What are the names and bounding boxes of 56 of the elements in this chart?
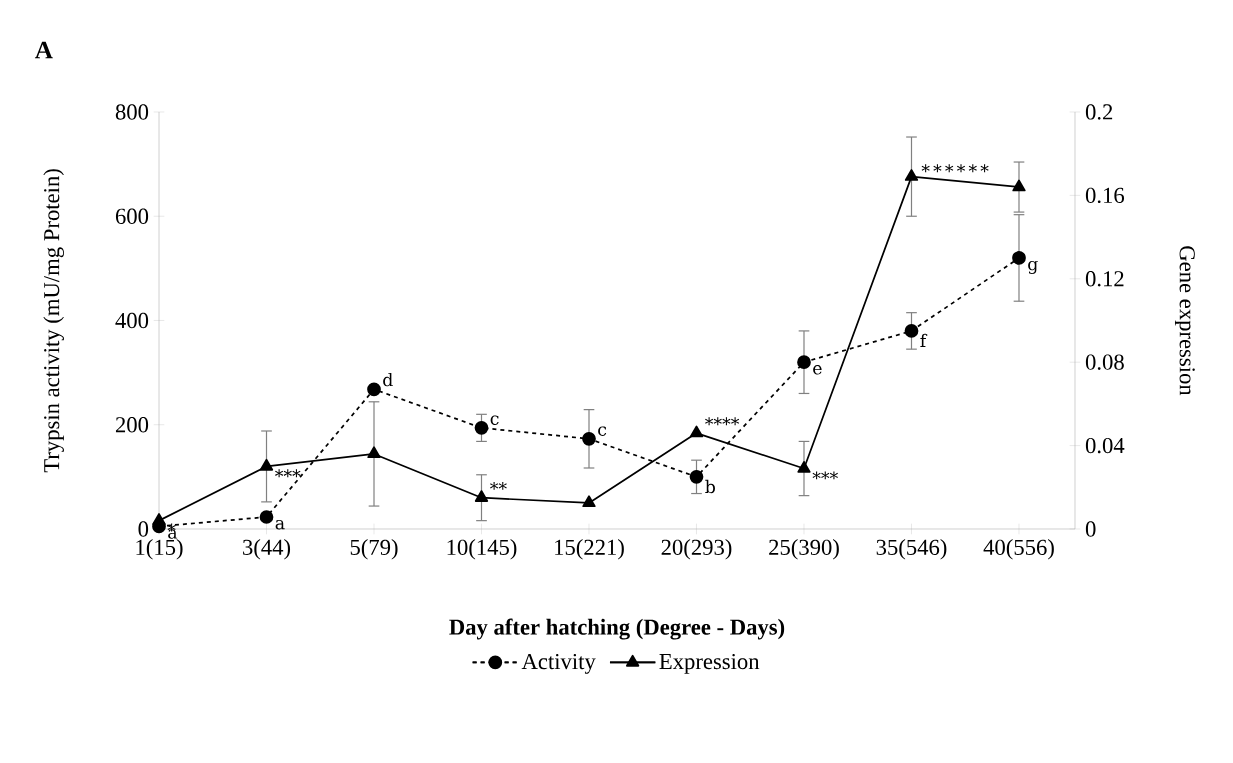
point [474, 421, 489, 435]
data-label: c [490, 415, 499, 425]
y-tick-label: 400 [115, 312, 149, 329]
y-tick-label: 800 [115, 104, 149, 120]
point [797, 460, 811, 473]
point [367, 446, 381, 459]
y2-tick-label: 0.04 [1085, 437, 1125, 454]
data-label: *** [812, 471, 838, 480]
legend-label: Activity [521, 653, 596, 674]
data-label: a [275, 519, 285, 530]
point [1012, 251, 1026, 265]
point [904, 169, 919, 181]
x-tick-label: 25(390) [769, 539, 839, 560]
data-label: **** [705, 417, 740, 426]
data-label: f [920, 333, 928, 348]
point [1012, 179, 1026, 192]
x-tick-label: 15(221) [555, 539, 624, 560]
y2-tick-label: 0.08 [1085, 354, 1124, 370]
point [474, 490, 489, 502]
y-tick-label: 600 [115, 208, 149, 224]
point [689, 425, 704, 438]
point [367, 382, 381, 397]
data-label: g [1028, 260, 1038, 274]
data-label: d [383, 372, 393, 387]
data-label: *** [275, 469, 301, 478]
y2-tick-label: 0.16 [1085, 187, 1125, 204]
data-label: c [598, 426, 607, 436]
data-label: ∗∗∗∗∗∗ [921, 164, 989, 173]
point [152, 513, 166, 525]
y2-tick-label: 0 [1085, 521, 1096, 537]
point [259, 458, 274, 471]
y-tick-label: 200 [115, 417, 149, 433]
x-tick-label: 35(546) [876, 539, 947, 560]
x-axis-title: Day after hatching (Degree - Days) [449, 618, 785, 640]
y-axis-title: Trypsin activity (mU/mg Protein) [43, 169, 64, 473]
y2-tick-label: 0.12 [1085, 271, 1124, 287]
x-tick-label: 1(15) [136, 539, 183, 560]
x-tick-label: 20(293) [661, 539, 732, 560]
chart-title: A [34, 41, 53, 59]
point [797, 355, 811, 370]
point [582, 495, 596, 508]
point [259, 510, 274, 524]
x-tick-label: 5(79) [350, 539, 398, 560]
data-label: ** [490, 481, 507, 490]
legend-label: Expression [659, 653, 760, 674]
data-label: e [813, 365, 822, 375]
x-tick-label: 3(44) [243, 539, 291, 560]
y2-axis-title: Gene expression [1174, 246, 1195, 396]
point [582, 431, 596, 446]
point [904, 324, 919, 338]
y-tick-label: 0 [138, 521, 149, 537]
data-label: b [705, 479, 715, 494]
y2-tick-label: 0.2 [1085, 104, 1113, 120]
x-tick-label: 40(556) [983, 539, 1054, 560]
point [689, 469, 704, 484]
x-tick-label: 10(145) [447, 539, 517, 560]
